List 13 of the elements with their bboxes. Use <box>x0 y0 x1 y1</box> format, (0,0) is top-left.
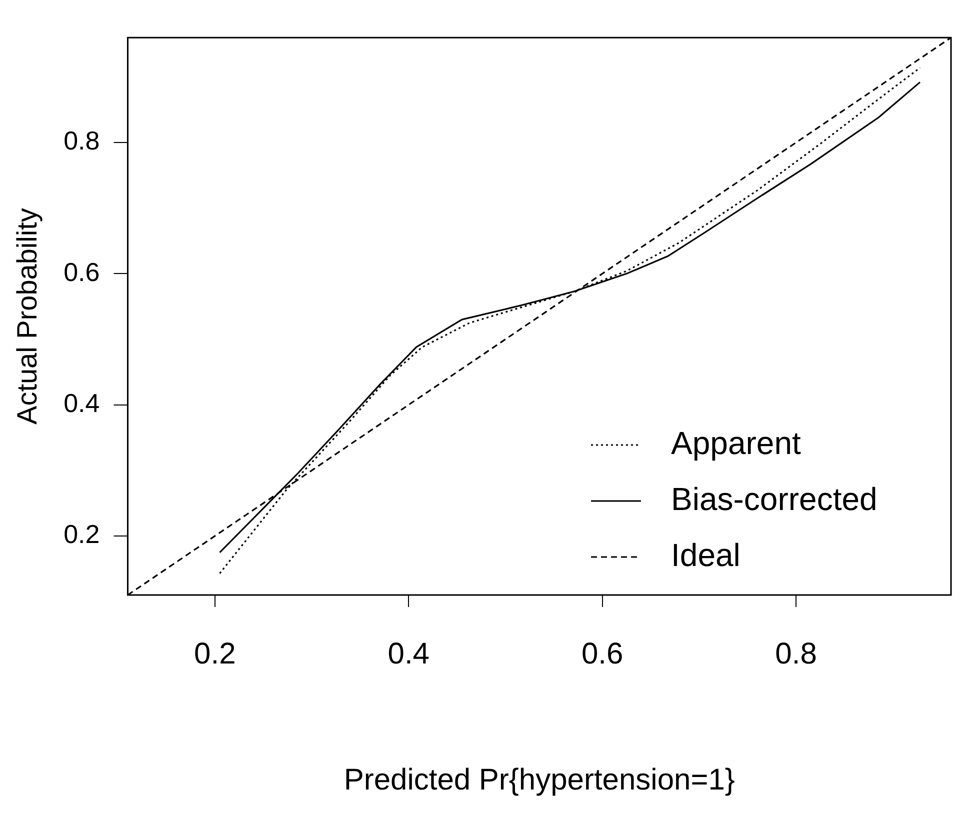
x-tick-label: 0.8 <box>775 637 817 670</box>
y-tick-label: 0.6 <box>64 256 100 287</box>
legend-label: Bias-corrected <box>671 480 878 517</box>
y-tick-label: 0.2 <box>64 519 100 550</box>
legend-label: Apparent <box>671 424 801 461</box>
legend-label: Ideal <box>671 536 740 573</box>
x-axis-title: Predicted Pr{hypertension=1} <box>344 763 735 796</box>
y-axis-title: Actual Probability <box>12 208 43 424</box>
y-tick-label: 0.4 <box>64 388 100 418</box>
x-tick-label: 0.2 <box>194 637 236 670</box>
y-tick-label: 0.8 <box>64 126 100 156</box>
x-tick-label: 0.6 <box>581 637 624 670</box>
x-tick-label: 0.4 <box>388 637 430 670</box>
